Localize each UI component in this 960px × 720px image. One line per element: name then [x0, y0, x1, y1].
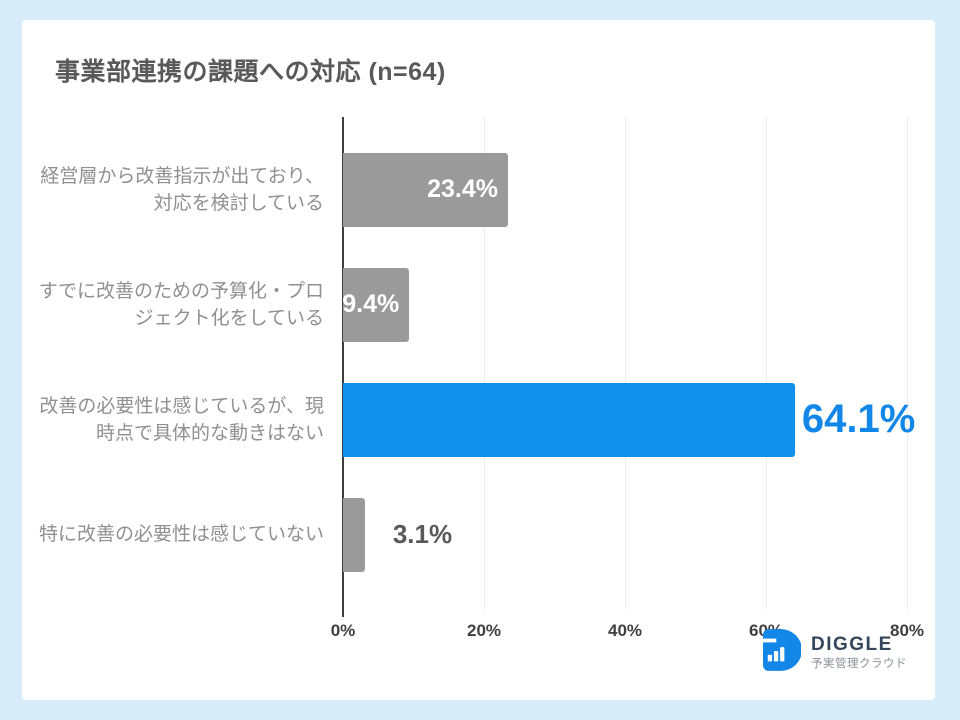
bar-track: 3.1%: [343, 497, 907, 572]
x-axis-tick-label: 0%: [330, 621, 356, 640]
y-axis-line: [342, 117, 344, 610]
bar-row: 経営層から改善指示が出ており、 対応を検討している 23.4%: [22, 132, 935, 247]
chart-title: 事業部連携の課題への対応 (n=64): [55, 58, 446, 86]
gridlines: [343, 117, 908, 610]
bar-chart: 経営層から改善指示が出ており、 対応を検討している 23.4% すでに改善のための予…: [22, 117, 935, 640]
bar: 23.4%: [343, 152, 508, 227]
value-label: 64.1%: [801, 397, 916, 441]
bar: 9.4%: [342, 267, 410, 342]
category-label: すでに改善のための予算化・プロ ジェクト化をしている: [38, 280, 324, 329]
bar: [343, 497, 365, 572]
x-axis-tick-label: 20%: [466, 621, 502, 640]
gridline: [907, 117, 908, 610]
value-label: 23.4%: [427, 175, 498, 203]
bar-rows: 経営層から改善指示が出ており、 対応を検討している 23.4% すでに改善のための予…: [22, 117, 935, 592]
chart-card: 事業部連携の課題への対応 (n=64) 経営層から改善指示が出ており、 対応を検…: [22, 20, 935, 700]
x-axis-tick-label: 40%: [607, 621, 643, 640]
category-label: 特に改善の必要性は感じていない: [38, 524, 324, 545]
value-label: 9.4%: [342, 290, 400, 318]
gridline: [766, 117, 767, 610]
bar-row: 特に改善の必要性は感じていない 3.1%: [22, 477, 935, 592]
bar-row: 改善の必要性は感じているが、現 時点で具体的な動きはない 64.1%: [22, 362, 935, 477]
x-axis-zero-tick: [342, 610, 344, 617]
bar-track: 64.1%: [343, 382, 915, 457]
logo-tagline: 予実管理クラウド: [811, 658, 907, 671]
gridline: [625, 117, 626, 610]
category-label: 経営層から改善指示が出ており、 対応を検討している: [40, 165, 324, 214]
bar: [343, 382, 795, 457]
logo-text: DIGGLE 予実管理クラウド: [811, 633, 907, 671]
gridline: [484, 117, 485, 610]
x-axis-labels: 0%20%40%60%80%: [331, 621, 924, 645]
diggle-logo: DIGGLE 予実管理クラウド: [763, 629, 907, 676]
category-label: 改善の必要性は感じているが、現 時点で具体的な動きはない: [39, 395, 324, 444]
value-label: 3.1%: [392, 519, 453, 549]
bar-row: すでに改善のための予算化・プロ ジェクト化をしている 9.4%: [22, 247, 935, 362]
diggle-logo-icon: [763, 629, 802, 676]
bar-track: 23.4%: [343, 152, 907, 227]
bar-track: 9.4%: [342, 267, 907, 342]
logo-brand: DIGGLE: [811, 634, 893, 656]
x-axis-tick-label: 80%: [889, 621, 925, 640]
